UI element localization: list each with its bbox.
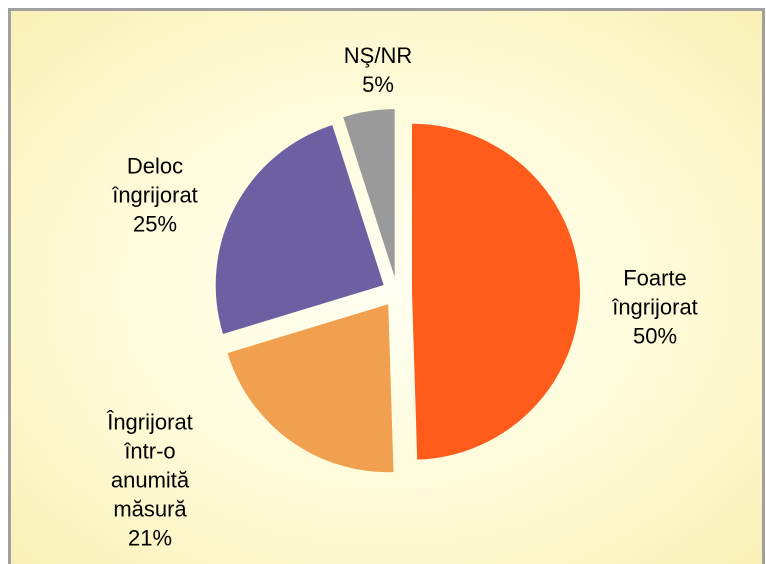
pie-slice [227, 304, 394, 473]
slice-label: Îngrijorat într-o anumită măsură 21% [85, 408, 215, 553]
slice-value-label: 5% [362, 72, 394, 97]
slice-label: Deloc îngrijorat 25% [90, 152, 220, 239]
slice-label: Foarte îngrijorat 50% [590, 264, 720, 351]
slice-category: Deloc îngrijorat [112, 153, 198, 208]
slice-value-label: 25% [132, 211, 178, 237]
pie-slice [215, 125, 384, 334]
slice-value-label: 50% [632, 323, 678, 349]
slice-value-label: 21% [127, 525, 173, 551]
pie-slice [343, 109, 395, 278]
pie-slice [411, 123, 580, 460]
slice-label: NŞ/NR 5% [313, 41, 443, 99]
slice-category: NŞ/NR [343, 43, 413, 68]
slice-category: Foarte îngrijorat [612, 265, 698, 320]
slice-category: Îngrijorat într-o anumită măsură [107, 409, 193, 522]
